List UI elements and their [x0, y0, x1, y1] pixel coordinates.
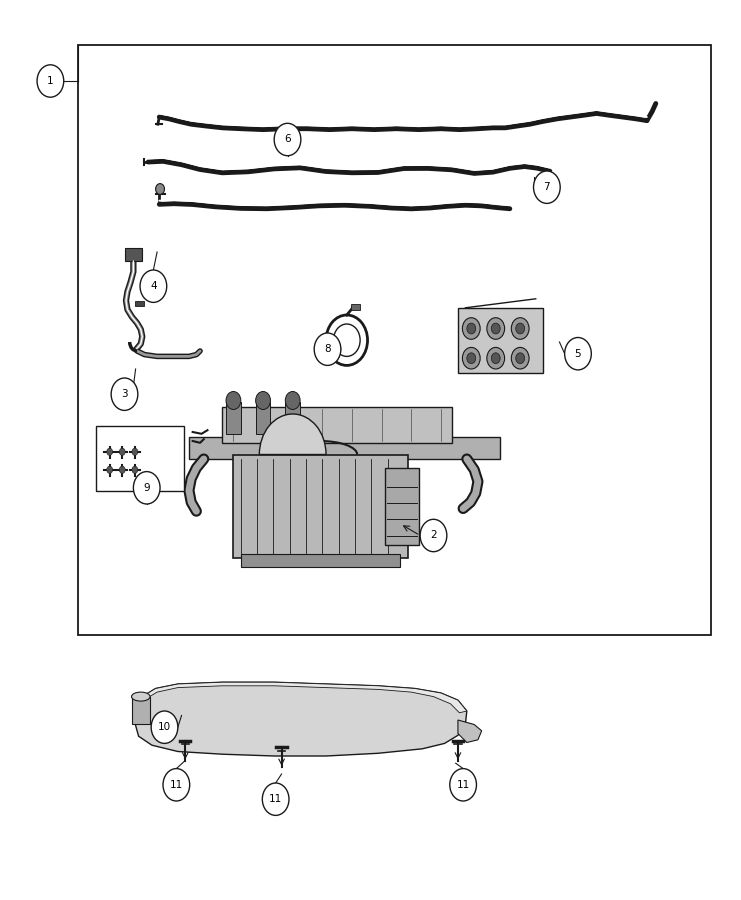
Circle shape	[107, 448, 113, 455]
Circle shape	[151, 711, 178, 743]
Text: 8: 8	[325, 344, 330, 355]
Circle shape	[119, 448, 125, 455]
Circle shape	[511, 318, 529, 339]
Circle shape	[491, 323, 500, 334]
Wedge shape	[259, 414, 326, 454]
Circle shape	[450, 769, 476, 801]
Bar	[241, 554, 400, 567]
Circle shape	[462, 347, 480, 369]
Bar	[226, 402, 241, 434]
Text: 6: 6	[285, 134, 290, 145]
Circle shape	[491, 353, 500, 364]
Circle shape	[314, 333, 341, 365]
Circle shape	[132, 448, 138, 455]
Polygon shape	[458, 720, 482, 742]
Text: 5: 5	[575, 348, 581, 359]
Text: 11: 11	[170, 779, 183, 790]
Text: 9: 9	[144, 482, 150, 493]
Circle shape	[163, 769, 190, 801]
Circle shape	[516, 353, 525, 364]
Circle shape	[226, 392, 241, 410]
Bar	[351, 304, 360, 310]
Text: 11: 11	[269, 794, 282, 805]
Bar	[125, 248, 142, 261]
Text: 2: 2	[431, 530, 436, 541]
Text: 1: 1	[47, 76, 53, 86]
Circle shape	[511, 347, 529, 369]
Bar	[222, 407, 452, 443]
Bar	[233, 454, 408, 558]
Circle shape	[467, 353, 476, 364]
Circle shape	[256, 392, 270, 410]
Polygon shape	[135, 682, 467, 713]
Text: 11: 11	[456, 779, 470, 790]
Circle shape	[119, 466, 125, 473]
Circle shape	[420, 519, 447, 552]
Circle shape	[487, 318, 505, 339]
Circle shape	[565, 338, 591, 370]
Circle shape	[262, 783, 289, 815]
Circle shape	[111, 378, 138, 410]
Circle shape	[487, 347, 505, 369]
Bar	[458, 308, 543, 373]
Text: 10: 10	[158, 722, 171, 733]
Bar	[256, 402, 270, 434]
Circle shape	[467, 323, 476, 334]
Circle shape	[534, 171, 560, 203]
Circle shape	[133, 472, 160, 504]
Text: 4: 4	[150, 281, 156, 292]
Circle shape	[516, 323, 525, 334]
Circle shape	[132, 466, 138, 473]
Circle shape	[37, 65, 64, 97]
Ellipse shape	[132, 692, 150, 701]
Bar	[285, 402, 300, 434]
Circle shape	[107, 466, 113, 473]
Bar	[135, 301, 144, 306]
Circle shape	[156, 184, 165, 194]
Circle shape	[274, 123, 301, 156]
Circle shape	[285, 392, 300, 410]
Bar	[189, 436, 500, 459]
Bar	[385, 468, 419, 544]
Text: 7: 7	[544, 182, 550, 193]
Circle shape	[140, 270, 167, 302]
Bar	[78, 45, 711, 634]
Circle shape	[462, 318, 480, 339]
Bar	[96, 426, 184, 491]
Polygon shape	[135, 682, 467, 756]
Bar	[132, 697, 150, 724]
Text: 3: 3	[122, 389, 127, 400]
